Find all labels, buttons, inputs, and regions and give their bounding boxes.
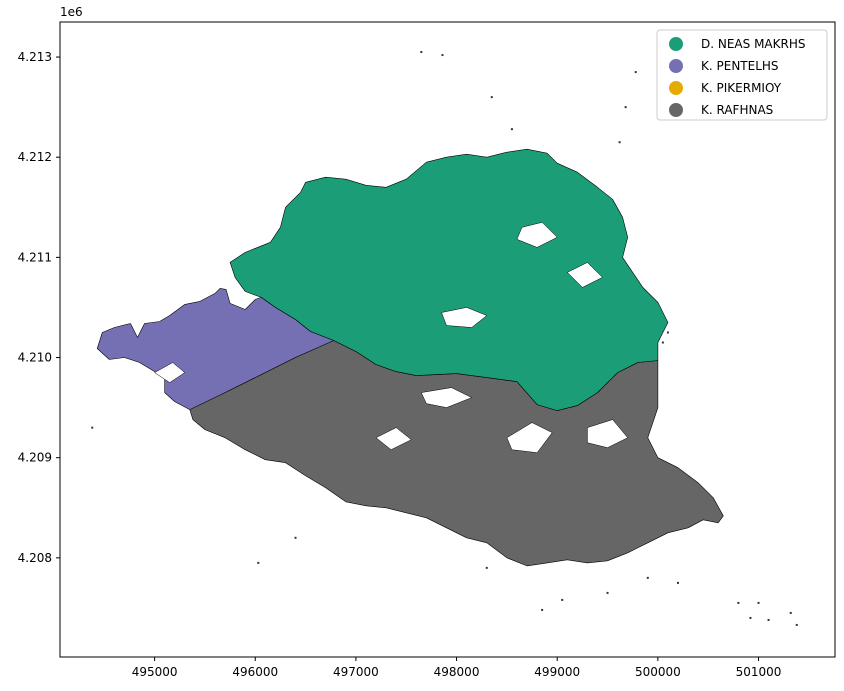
- y-axis-ticks: 4.208 4.209 4.210 4.211 4.212 4.213: [18, 50, 60, 565]
- y-tick-label: 4.213: [18, 50, 52, 64]
- region-d-neas-makrhs: [229, 148, 669, 411]
- y-axis-offset-label: 1e6: [60, 5, 83, 19]
- y-tick-label: 4.209: [18, 451, 52, 465]
- legend: D. NEAS MAKRHS K. PENTELHS K. PIKERMIOY K. …: [656, 29, 828, 121]
- x-tick-label: 497000: [333, 665, 379, 679]
- outlier-patch: [91, 426, 94, 429]
- legend-label: K. PENTELHS: [701, 59, 779, 73]
- x-tick-label: 498000: [434, 665, 480, 679]
- region-hole: [566, 262, 603, 288]
- region-hole: [154, 362, 186, 383]
- outlier-patch: [485, 566, 488, 569]
- x-axis-ticks: 495000 496000 497000 498000 499000 500000 5010…: [132, 657, 782, 679]
- outlier-patch: [795, 623, 798, 626]
- outlier-patch: [420, 51, 423, 54]
- outlier-patch: [624, 106, 627, 109]
- outlier-patch: [510, 128, 513, 131]
- outlier-patch: [666, 331, 669, 334]
- y-tick-label: 4.210: [18, 351, 52, 365]
- region-hole: [516, 222, 558, 248]
- y-tick-label: 4.212: [18, 150, 52, 164]
- y-tick-label: 4.211: [18, 250, 52, 264]
- legend-marker: [669, 37, 683, 51]
- legend-label: K. RAFHNAS: [701, 103, 773, 117]
- legend-marker: [669, 59, 683, 73]
- region-hole: [506, 422, 553, 453]
- x-tick-label: 496000: [232, 665, 278, 679]
- y-tick-label: 4.208: [18, 551, 52, 565]
- region-hole: [441, 307, 488, 328]
- outlier-patch: [561, 598, 564, 601]
- outlier-patch: [676, 581, 679, 584]
- plot-area: [91, 51, 798, 626]
- outlier-patch: [661, 341, 664, 344]
- outlier-patch: [541, 608, 544, 611]
- legend-marker: [669, 103, 683, 117]
- outlier-patch: [789, 611, 792, 614]
- outlier-patch: [757, 601, 760, 604]
- x-tick-label: 499000: [534, 665, 580, 679]
- outlier-patch: [490, 96, 493, 99]
- x-tick-label: 495000: [132, 665, 178, 679]
- outlier-patch: [618, 141, 621, 144]
- outlier-patch: [257, 561, 260, 564]
- legend-box: [656, 29, 828, 121]
- outlier-patch: [634, 71, 637, 74]
- x-tick-label: 500000: [635, 665, 681, 679]
- region-hole: [587, 419, 629, 448]
- legend-marker: [669, 81, 683, 95]
- outlier-patch: [646, 576, 649, 579]
- outlier-patch: [441, 54, 444, 57]
- region-hole: [420, 387, 473, 408]
- outlier-patch: [294, 536, 297, 539]
- region-hole: [375, 427, 412, 450]
- outlier-patch: [606, 591, 609, 594]
- legend-label: D. NEAS MAKRHS: [701, 37, 805, 51]
- outlier-patch: [737, 601, 740, 604]
- outlier-patch: [749, 616, 752, 619]
- legend-label: K. PIKERMIOY: [701, 81, 782, 95]
- x-tick-label: 501000: [736, 665, 782, 679]
- axes-frame: [59, 21, 836, 658]
- outlier-patch: [767, 618, 770, 621]
